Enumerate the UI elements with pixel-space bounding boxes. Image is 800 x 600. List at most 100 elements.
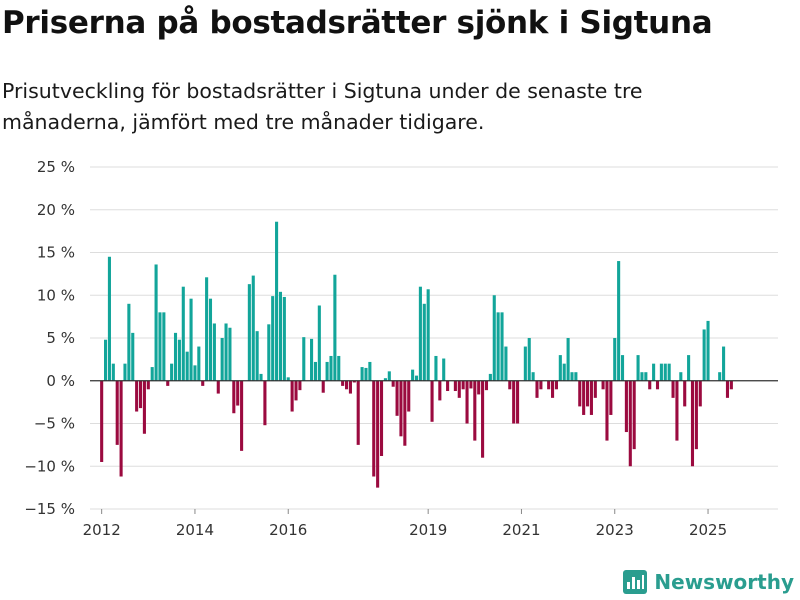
bar [655, 380, 660, 390]
bar [578, 380, 582, 407]
bar [271, 296, 275, 381]
bar [488, 373, 492, 381]
bar [725, 380, 730, 398]
bar [290, 380, 294, 412]
bar [173, 332, 178, 381]
bar [127, 303, 131, 381]
bar [679, 372, 683, 381]
bar [722, 346, 726, 381]
bar [453, 380, 457, 392]
bar [379, 380, 384, 456]
bar [333, 274, 337, 381]
bar [317, 305, 321, 381]
bar [547, 380, 551, 390]
bar [197, 346, 201, 381]
latest-value-annotation: −1 % [754, 150, 792, 154]
bar [523, 346, 527, 381]
bar [481, 380, 485, 458]
y-tick-label: 20 % [37, 201, 75, 219]
bar [251, 275, 255, 381]
bar [640, 372, 644, 381]
bar [659, 363, 663, 381]
bar [465, 380, 469, 424]
newsworthy-logo-icon [623, 570, 648, 594]
bar [286, 377, 290, 381]
bar [232, 380, 236, 414]
y-tick-label: −10 % [24, 457, 75, 475]
bar [395, 380, 399, 416]
bar [348, 380, 352, 394]
y-tick-label: 25 % [37, 158, 75, 176]
bar [123, 363, 127, 381]
y-tick-label: 10 % [37, 286, 75, 304]
bar [189, 298, 193, 381]
bar [100, 380, 104, 462]
chart-title: Priserna på bostadsrätter sjönk i Sigtun… [2, 5, 713, 41]
bar [154, 264, 158, 381]
bar [387, 371, 391, 381]
y-tick-label: 5 % [46, 329, 75, 347]
newsworthy-logo: Newsworthy [622, 569, 794, 595]
bar [345, 380, 349, 390]
y-tick-label: 15 % [37, 244, 75, 262]
y-tick-label: −5 % [34, 415, 75, 433]
bar [391, 380, 395, 387]
bar [729, 380, 733, 390]
bar [302, 337, 306, 381]
bar [442, 358, 446, 381]
bar [364, 367, 368, 381]
bar [422, 303, 426, 381]
bar [609, 380, 613, 415]
bar [224, 323, 228, 381]
bar [570, 372, 574, 381]
bar [605, 380, 609, 441]
bar [360, 367, 364, 381]
bar [418, 286, 422, 381]
bar [601, 380, 605, 390]
bar [652, 363, 656, 381]
bar [263, 380, 267, 426]
bar [158, 312, 162, 381]
bar [356, 380, 360, 445]
newsworthy-logo-text: Newsworthy [654, 570, 794, 594]
x-tick-label: 2023 [596, 521, 634, 539]
chart-subtitle: Prisutveckling för bostadsrätter i Sigtu… [2, 79, 643, 134]
bar [683, 380, 687, 407]
bar [107, 256, 111, 381]
bar [111, 363, 115, 381]
bar [531, 372, 535, 381]
bar [620, 355, 625, 381]
bar [170, 363, 174, 381]
bar [574, 372, 578, 381]
bar [259, 373, 263, 381]
bar [687, 355, 691, 381]
bar [278, 291, 283, 381]
bar [617, 261, 621, 381]
bar [181, 286, 185, 381]
bar [469, 380, 473, 389]
bar [461, 380, 465, 390]
bar [138, 380, 143, 409]
bar [457, 380, 461, 398]
bar [325, 361, 329, 381]
bar [632, 380, 636, 450]
bar [500, 312, 504, 381]
bar [220, 338, 224, 381]
bar [671, 380, 675, 398]
bar [407, 380, 411, 412]
bar [593, 380, 597, 398]
bar [663, 363, 667, 381]
bar [352, 380, 356, 383]
bar [562, 363, 566, 381]
bar [298, 380, 302, 391]
bar [372, 380, 376, 477]
y-tick-label: 0 % [46, 372, 75, 390]
bar [698, 380, 702, 407]
bar [255, 331, 259, 381]
bar [535, 380, 539, 398]
bar [135, 380, 139, 412]
bar [414, 375, 419, 381]
bar [403, 380, 407, 446]
bar [282, 296, 286, 381]
bar [585, 380, 590, 407]
